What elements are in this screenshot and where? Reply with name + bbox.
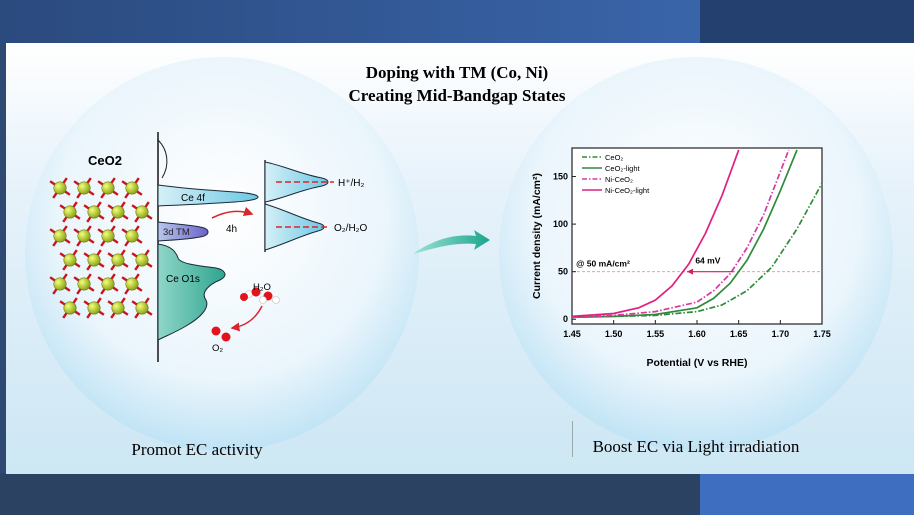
ce-atom <box>101 277 115 291</box>
ce-atom <box>87 301 101 315</box>
tm3d-label: 3d TM <box>163 227 190 238</box>
x-tick-label: 1.45 <box>563 329 581 339</box>
oxygen-evolution-arrow <box>230 305 263 332</box>
ce-atom <box>77 277 91 291</box>
ce4f-band <box>157 184 259 207</box>
ce-atom <box>53 277 67 291</box>
ce-atom <box>125 229 139 243</box>
x-tick-label: 1.75 <box>813 329 831 339</box>
ce-atom <box>101 181 115 195</box>
title-line2: Creating Mid-Bandgap States <box>349 86 566 105</box>
ce-atom <box>125 181 139 195</box>
left-circle <box>25 57 419 451</box>
chart-xlabel: Potential (V vs RHE) <box>647 357 748 369</box>
legend-label-2: Ni-CeO₂ <box>605 175 633 184</box>
series-line-0 <box>571 182 823 319</box>
chart-axes: 1.45 1.50 1.55 1.60 1.65 1.70 1.75 0 50 100 150 <box>553 172 831 339</box>
ce-atom <box>111 205 125 219</box>
legend-label-0: CeO₂ <box>605 153 623 162</box>
ce-atom <box>77 229 91 243</box>
tm3d-band <box>157 221 209 242</box>
top-banner-accent <box>700 0 914 43</box>
bottom-banner-accent <box>700 473 914 515</box>
legend-label-3: Ni-CeO₂-light <box>605 186 650 195</box>
left-caption: Promot EC activity <box>131 440 263 459</box>
ce-atom <box>87 205 101 219</box>
ce-atom <box>135 301 149 315</box>
y-tick-label: 100 <box>553 219 568 229</box>
h-level-label: H⁺/H₂ <box>338 178 365 189</box>
chart-ylabel: Current density (mA/cm²) <box>531 173 543 299</box>
ce-atom <box>111 301 125 315</box>
water-molecule <box>240 287 280 304</box>
x-tick-label: 1.65 <box>730 329 748 339</box>
oxygen-label: O₂ <box>212 343 223 354</box>
ce-atom <box>53 181 67 195</box>
annotation-gap: 64 mV <box>695 256 720 266</box>
hole-label: 4h <box>226 224 237 235</box>
chart-plot-area <box>571 147 823 325</box>
ce4f-label: Ce 4f <box>181 193 205 204</box>
x-tick-label: 1.50 <box>605 329 623 339</box>
gap-arrow-head <box>687 268 693 275</box>
right-caption: Boost EC via Light irradiation <box>593 437 800 456</box>
y-tick-label: 0 <box>563 314 568 324</box>
ce-atom <box>63 205 77 219</box>
material-label: CeO2 <box>88 153 122 168</box>
series-line-3 <box>571 149 740 318</box>
chart-legend: CeO₂ CeO₂-light Ni-CeO₂ Ni-CeO₂-light <box>582 153 650 195</box>
dos-outline <box>157 139 168 179</box>
y-tick-label: 150 <box>553 172 568 182</box>
caption-divider <box>572 421 573 457</box>
o-level-label: O₂/H₂O <box>334 223 368 234</box>
hole-transfer-arrow <box>211 206 254 219</box>
ce-atom <box>87 253 101 267</box>
ce-atom <box>111 253 125 267</box>
water-label: H₂O <box>253 282 271 293</box>
ce-atom <box>63 301 77 315</box>
ce-atom <box>63 253 77 267</box>
series-line-2 <box>571 149 790 319</box>
ce-atom <box>125 277 139 291</box>
x-tick-label: 1.55 <box>647 329 665 339</box>
y-tick-label: 50 <box>558 267 568 277</box>
title-line1: Doping with TM (Co, Ni) <box>366 63 548 82</box>
series-line-1 <box>571 149 798 319</box>
x-tick-label: 1.60 <box>688 329 706 339</box>
oxygen-molecule <box>211 326 231 342</box>
x-tick-label: 1.70 <box>772 329 790 339</box>
transition-arrow <box>413 230 490 254</box>
ce-atom <box>77 181 91 195</box>
chart-series-group: @ 50 mA/cm² 64 mV <box>571 149 823 319</box>
o1s-label: Ce O1s <box>166 274 200 285</box>
annotation-ref: @ 50 mA/cm² <box>576 259 630 269</box>
o1s-band <box>157 243 226 341</box>
ce-atom <box>135 253 149 267</box>
ceo2-lattice <box>49 177 153 319</box>
legend-label-1: CeO₂-light <box>605 164 641 173</box>
ce-atom <box>135 205 149 219</box>
ce-atom <box>53 229 67 243</box>
ce-atom <box>101 229 115 243</box>
